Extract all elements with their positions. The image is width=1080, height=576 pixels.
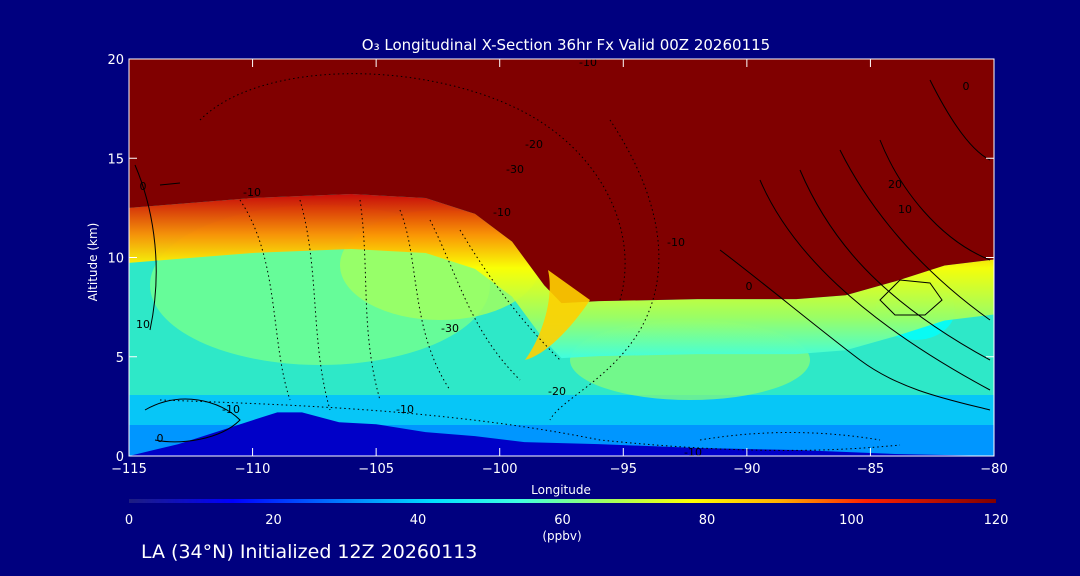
contour-label: 20 — [888, 178, 902, 191]
contour-label: 10 — [136, 318, 150, 331]
contour-label: -20 — [548, 385, 566, 398]
y-tick-label: 10 — [107, 252, 124, 267]
x-tick-label: −95 — [610, 462, 637, 477]
contour-label: 10 — [898, 203, 912, 216]
colorbar-tick-label: 120 — [984, 513, 1009, 528]
contour-label: 0 — [746, 280, 753, 293]
ozone-contours — [134, 73, 991, 451]
y-tick-label: 20 — [107, 53, 124, 68]
colorbar-tick-label: 40 — [410, 513, 427, 528]
contour-label: -10 — [579, 56, 597, 69]
x-tick-label: −85 — [857, 462, 884, 477]
contour-label: 0 — [157, 432, 164, 445]
contour-label: -10 — [667, 236, 685, 249]
colorbar-label: (ppbv) — [542, 529, 581, 543]
x-tick-label: −105 — [358, 462, 394, 477]
contour-label: -20 — [525, 138, 543, 151]
contour-label: -30 — [441, 322, 459, 335]
colorbar-tick-label: 0 — [125, 513, 133, 528]
tropopause-transition — [129, 193, 994, 359]
contour-label: 0 — [140, 180, 147, 193]
chart-title: O₃ Longitudinal X-Section 36hr Fx Valid … — [362, 36, 770, 54]
contour-label: -10 — [243, 186, 261, 199]
x-axis: −115 −110 −105 −100 −95 −90 −85 −80 — [111, 59, 1008, 477]
x-tick-label: −115 — [111, 462, 147, 477]
colorbar — [129, 499, 996, 503]
colorbar-tick-label: 100 — [839, 513, 864, 528]
colorbar-tick-label: 60 — [554, 513, 571, 528]
stratosphere-fill — [129, 59, 994, 304]
x-tick-label: −80 — [980, 462, 1007, 477]
contour-label: -10 — [222, 403, 240, 416]
contour-label: -10 — [396, 403, 414, 416]
colorbar-ticks: 0 20 40 60 80 100 120 — [125, 513, 1009, 528]
tropopause-fold — [525, 270, 590, 360]
contour-label: -30 — [506, 163, 524, 176]
y-axis-label: Altitude (km) — [86, 223, 100, 302]
contour-label: 0 — [963, 80, 970, 93]
colorbar-tick-label: 20 — [265, 513, 282, 528]
y-tick-label: 5 — [116, 351, 124, 366]
ozone-field: -10-20-30-10-10-10-30-10-20-10010201000-… — [129, 56, 994, 459]
y-axis: 0 5 10 15 20 — [107, 53, 994, 465]
x-tick-label: −90 — [733, 462, 760, 477]
contour-label: -10 — [493, 206, 511, 219]
y-tick-label: 0 — [116, 450, 124, 465]
footer-caption: LA (34°N) Initialized 12Z 20260113 — [141, 541, 478, 563]
x-axis-label: Longitude — [531, 483, 591, 497]
contour-labels: -10-20-30-10-10-10-30-10-20-10010201000-… — [136, 56, 970, 459]
terrain-fill — [129, 412, 994, 456]
contour-label: -10 — [684, 446, 702, 459]
x-tick-label: −100 — [482, 462, 518, 477]
colorbar-tick-label: 80 — [699, 513, 716, 528]
y-tick-label: 15 — [107, 152, 124, 167]
x-tick-label: −110 — [235, 462, 271, 477]
